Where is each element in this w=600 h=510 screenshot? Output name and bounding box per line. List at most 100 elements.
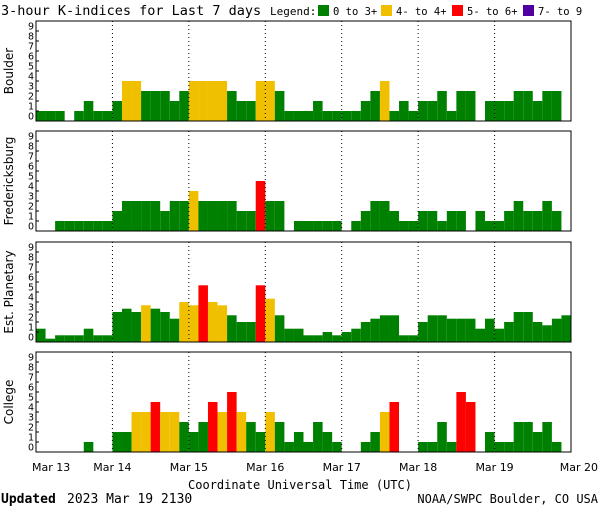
- bar: [198, 81, 208, 121]
- bar: [102, 111, 113, 121]
- bar: [504, 322, 514, 342]
- x-axis-label: Coordinate Universal Time (UTC): [188, 478, 412, 492]
- bar: [255, 285, 266, 342]
- bar: [93, 221, 103, 231]
- bar: [217, 81, 228, 121]
- x-tick-label: Mar 13: [32, 461, 70, 474]
- bar: [131, 312, 142, 342]
- bar: [418, 442, 428, 452]
- bar: [45, 111, 56, 121]
- bar: [542, 325, 552, 342]
- bar: [265, 81, 275, 121]
- y-tick-label: 1: [28, 433, 34, 444]
- y-tick-label: 5: [28, 393, 34, 404]
- bar: [465, 91, 476, 121]
- bar: [83, 442, 94, 452]
- bar: [198, 422, 208, 452]
- bar: [55, 335, 65, 342]
- bar: [332, 442, 342, 452]
- bar: [207, 302, 218, 342]
- bar: [379, 81, 390, 121]
- bar: [379, 315, 390, 342]
- bar: [217, 412, 228, 452]
- bar: [55, 111, 65, 121]
- y-tick-label: 7: [28, 152, 34, 163]
- bar: [121, 201, 132, 231]
- bar: [456, 91, 466, 121]
- bar: [446, 211, 457, 231]
- y-tick-label: 0: [28, 333, 34, 344]
- bar: [188, 81, 199, 121]
- bar: [207, 201, 218, 231]
- legend-entry-4-to-4: 4- to 4+: [396, 6, 447, 18]
- y-tick-label: 3: [28, 192, 34, 203]
- bar: [389, 402, 400, 452]
- bar: [504, 101, 514, 121]
- y-tick-label: 0: [28, 443, 34, 454]
- bar: [131, 81, 142, 121]
- legend-swatch-0-to-3: [318, 5, 329, 16]
- bar: [360, 322, 371, 342]
- bar: [485, 101, 495, 121]
- bar: [265, 298, 275, 342]
- bar: [74, 221, 84, 231]
- bar: [523, 312, 533, 342]
- bar: [542, 422, 552, 452]
- bar: [408, 335, 419, 342]
- bar: [532, 211, 543, 231]
- bar: [141, 412, 151, 452]
- y-tick-label: 9: [28, 353, 34, 364]
- legend-label: Legend:: [270, 5, 316, 18]
- bar: [389, 111, 400, 121]
- bar: [102, 221, 113, 231]
- bar: [303, 111, 314, 121]
- bar: [418, 101, 428, 121]
- bar: [93, 335, 103, 342]
- y-tick-label: 7: [28, 263, 34, 274]
- bar: [227, 201, 237, 231]
- x-tick-label: Mar 17: [323, 461, 361, 474]
- x-tick-label: Mar 16: [246, 461, 284, 474]
- y-tick-label: 8: [28, 253, 34, 264]
- y-tick-label: 5: [28, 62, 34, 73]
- bar: [265, 412, 275, 452]
- bar: [427, 442, 438, 452]
- legend-entry-0-to-3: 0 to 3+: [333, 6, 377, 18]
- bar: [389, 211, 400, 231]
- bar: [141, 305, 151, 342]
- bar: [399, 101, 409, 121]
- bar: [198, 285, 208, 342]
- bar: [246, 322, 256, 342]
- updated-value: 2023 Mar 19 2130: [67, 492, 192, 507]
- y-tick-label: 8: [28, 142, 34, 153]
- panel-label-college: College: [2, 380, 16, 425]
- bar: [64, 221, 75, 231]
- bar: [284, 442, 294, 452]
- bar: [293, 432, 304, 452]
- bar: [551, 91, 562, 121]
- bar: [437, 221, 447, 231]
- bar: [379, 412, 390, 452]
- y-tick-label: 9: [28, 243, 34, 254]
- bar: [494, 328, 505, 342]
- bar: [465, 318, 476, 342]
- bar: [169, 412, 180, 452]
- bar: [198, 201, 208, 231]
- bar: [74, 335, 84, 342]
- bar: [236, 211, 247, 231]
- bar: [332, 335, 342, 342]
- bar: [399, 221, 409, 231]
- bar: [351, 221, 361, 231]
- bar: [227, 315, 237, 342]
- bar: [446, 442, 457, 452]
- x-tick-label: Mar 18: [399, 461, 437, 474]
- panel-label-est-planetary: Est. Planetary: [2, 250, 16, 333]
- bar: [351, 111, 361, 121]
- bar: [83, 221, 94, 231]
- bar: [504, 211, 514, 231]
- bar: [513, 201, 524, 231]
- bar: [379, 201, 390, 231]
- y-tick-label: 1: [28, 323, 34, 334]
- bar: [169, 318, 180, 342]
